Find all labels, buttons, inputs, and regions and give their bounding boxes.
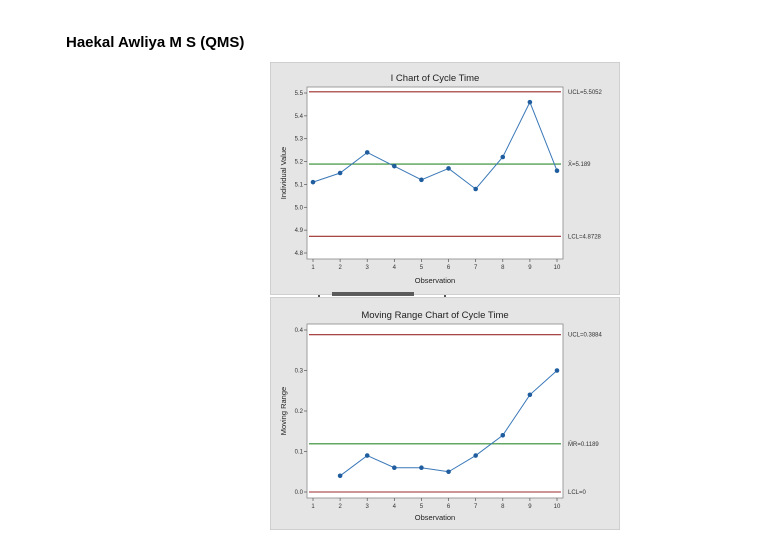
plot-area <box>306 86 564 260</box>
series-line <box>312 100 558 190</box>
center-line-label: X̄=5.189 <box>568 161 591 168</box>
y-tick-label: 0.3 <box>295 369 304 375</box>
data-point <box>554 168 560 174</box>
data-point <box>527 99 533 105</box>
mr-chart: Moving Range Chart of Cycle Time 0.0 0.1 0.… <box>279 310 603 522</box>
mr-chart-panel: Moving Range Chart of Cycle Time 0.0 0.1 0.… <box>270 297 620 530</box>
x-tick-label: 2 <box>338 504 342 510</box>
y-axis-label: Moving Range <box>279 387 288 435</box>
control-limit-label: LCL=4.8728 <box>568 234 602 240</box>
y-tick-label: 5.1 <box>295 182 304 188</box>
y-tick-label: 0.2 <box>295 409 304 415</box>
y-tick-label: 5.4 <box>295 114 304 120</box>
chart-title: Moving Range Chart of Cycle Time <box>361 310 508 321</box>
x-axis-label: Observation <box>415 513 455 522</box>
data-point <box>364 150 370 155</box>
x-axis-label: Observation <box>415 276 455 285</box>
data-point <box>337 473 343 479</box>
overlap-artifact <box>318 292 446 298</box>
x-tick-label: 5 <box>420 265 424 271</box>
x-tick-label: 7 <box>474 265 478 271</box>
data-point <box>337 170 343 176</box>
control-limit-label: UCL=5.5052 <box>568 90 603 96</box>
x-tick-label: 6 <box>447 504 451 510</box>
chart-title: I Chart of Cycle Time <box>391 73 480 84</box>
x-tick-label: 8 <box>501 265 505 271</box>
y-tick-label: 5.3 <box>295 137 304 143</box>
x-tick-label: 9 <box>528 265 532 271</box>
x-tick-label: 2 <box>338 265 342 271</box>
data-point <box>310 179 316 185</box>
data-point <box>446 469 451 475</box>
y-axis-label: Individual Value <box>279 147 288 199</box>
data-point <box>554 368 560 373</box>
data-point <box>364 453 370 458</box>
y-tick-label: 0.0 <box>295 490 304 496</box>
data-point <box>500 433 506 438</box>
data-point <box>446 166 451 171</box>
x-tick-label: 4 <box>393 504 397 510</box>
x-tick-label: 1 <box>311 265 315 271</box>
data-point <box>473 453 478 458</box>
data-point <box>500 154 506 160</box>
data-point <box>473 186 478 192</box>
y-tick-label: 5.5 <box>295 91 304 97</box>
x-tick-label: 1 <box>311 504 315 510</box>
x-tick-label: 3 <box>366 504 370 510</box>
page-title: Haekal Awliya M S (QMS) <box>66 34 245 51</box>
control-limit-label: UCL=0.3884 <box>568 333 603 339</box>
i-chart-panel: I Chart of Cycle Time 4.8 4.9 5.0 5.1 5.2 5.3 5… <box>270 62 620 295</box>
x-tick-label: 10 <box>554 504 561 510</box>
data-point <box>419 177 424 183</box>
x-tick-label: 10 <box>554 265 561 271</box>
y-tick-label: 4.8 <box>295 251 304 257</box>
y-tick-label: 5.2 <box>295 160 304 166</box>
data-point <box>392 465 397 470</box>
i-chart: I Chart of Cycle Time 4.8 4.9 5.0 5.1 5.2 5.3 5… <box>279 73 603 285</box>
x-tick-label: 8 <box>501 504 505 510</box>
data-point <box>527 392 533 398</box>
y-tick-label: 5.0 <box>295 205 304 211</box>
data-point <box>419 465 424 470</box>
x-tick-label: 5 <box>420 504 424 510</box>
x-tick-label: 3 <box>366 265 370 271</box>
y-tick-label: 0.1 <box>295 450 304 456</box>
x-tick-label: 6 <box>447 265 451 271</box>
control-limit-label: LCL=0 <box>568 490 587 496</box>
y-tick-label: 0.4 <box>295 328 304 334</box>
y-tick-label: 4.9 <box>295 228 304 234</box>
x-tick-label: 7 <box>474 504 478 510</box>
x-tick-label: 4 <box>393 265 397 271</box>
x-tick-label: 9 <box>528 504 532 510</box>
data-point <box>392 163 397 169</box>
center-line-label: M̄R=0.1189 <box>568 441 599 448</box>
